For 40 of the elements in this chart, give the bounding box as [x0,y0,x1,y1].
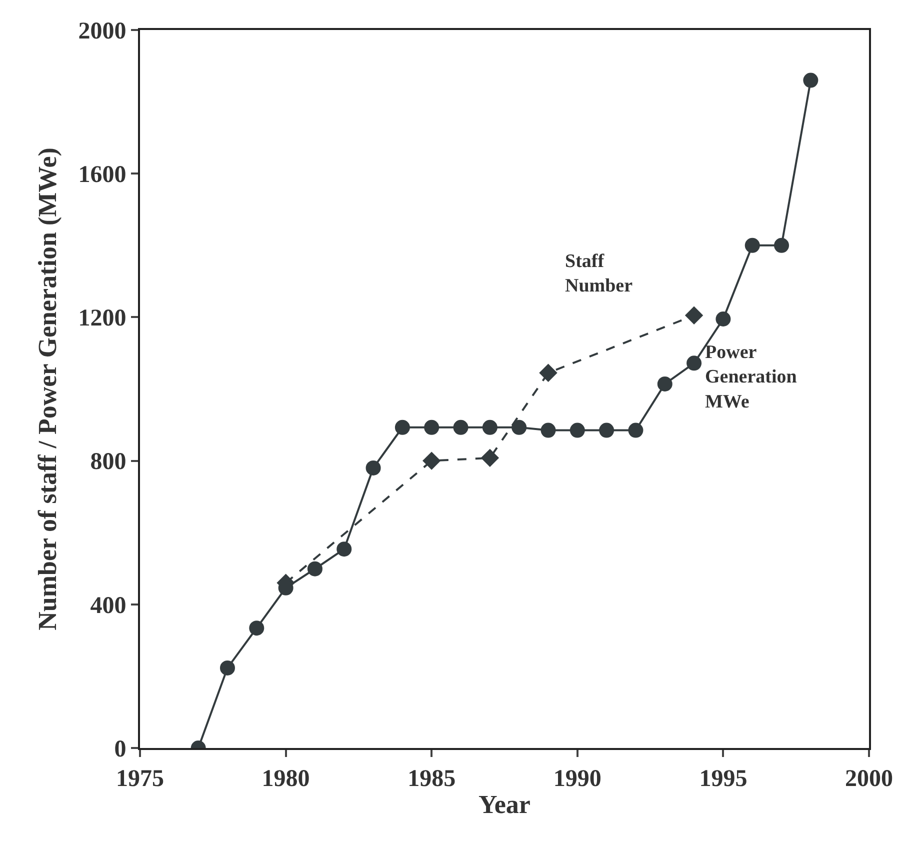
point [249,620,264,636]
point [336,542,352,557]
point [686,356,702,371]
text: Staff Number [565,251,634,297]
point [480,448,500,468]
point [394,420,410,435]
point [512,420,527,435]
y-tick-label: 1200 [78,306,126,332]
y-tick-label: 800 [90,449,126,476]
x-tick-label: 1995 [699,766,748,792]
point [424,420,440,435]
point [774,238,790,253]
point [482,420,498,435]
point [744,238,760,253]
point [307,561,322,576]
point [366,460,381,476]
point [657,376,672,392]
point [422,452,441,470]
point [539,364,558,382]
point [220,660,235,676]
point [803,72,818,88]
point [628,422,644,438]
point [453,420,468,435]
x-tick-label: 1985 [408,766,456,792]
x-tick-label: 1975 [116,766,164,792]
point [540,422,556,438]
x-tick-label: 1980 [262,766,310,792]
point [570,422,585,438]
x-tick-label: 1990 [553,766,602,792]
y-tick-label: 0 [114,736,126,762]
point [599,422,614,438]
x-tick-label: 2000 [845,766,893,792]
point [684,306,704,325]
y-tick-label: 2000 [78,18,126,44]
y-axis-title: Number of staff / Power Generation (MWe) [33,148,62,630]
y-tick-label: 1600 [78,162,126,188]
series-label: Power Generation MWe [705,342,798,412]
point [716,312,731,326]
y-tick-label: 400 [90,592,126,619]
x-axis-title: Year [478,790,530,819]
